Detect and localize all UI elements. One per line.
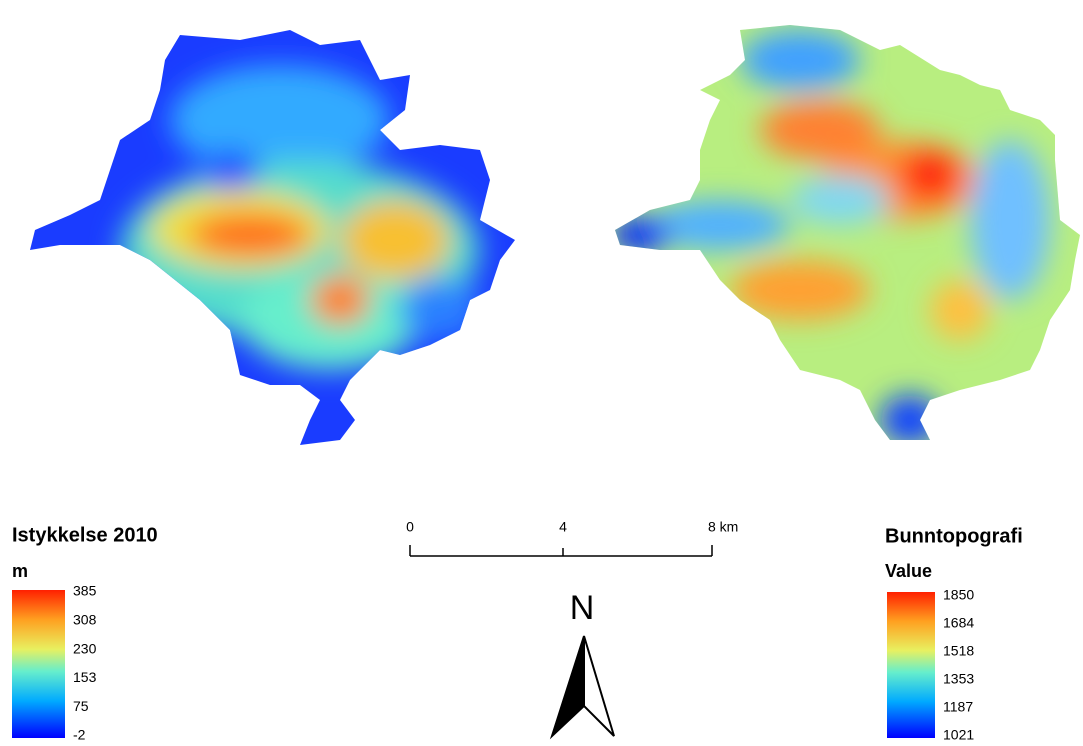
map-figure: Istykkelse 2010 m Bunntopografi Value 0 … <box>0 0 1083 746</box>
north-label: N <box>570 589 595 627</box>
ice-thickness-map <box>0 0 540 460</box>
page: Istykkelse 2010 m Bunntopografi Value 0 … <box>0 0 1083 746</box>
legend-label: 1518 <box>943 643 974 659</box>
legend-unit: Value <box>885 561 932 581</box>
scale-bar <box>410 545 712 556</box>
legend-label: 385 <box>73 583 97 599</box>
bed-topography-map <box>600 0 1083 460</box>
scale-label: 0 <box>406 519 414 535</box>
color-ramp <box>887 592 935 738</box>
scale-label: 4 <box>559 519 567 535</box>
legend-label: 1353 <box>943 671 974 687</box>
legend-label: 153 <box>73 669 97 685</box>
legend-label: 75 <box>73 698 89 714</box>
color-ramp <box>12 590 65 738</box>
legend-unit: m <box>12 561 28 581</box>
legend-label: 308 <box>73 612 97 628</box>
legend-label: 1684 <box>943 615 974 631</box>
legend-title: Istykkelse 2010 <box>12 524 158 546</box>
legend-label: 1850 <box>943 587 974 603</box>
legend-label: 1187 <box>943 699 973 715</box>
scale-label: 8 km <box>708 519 738 535</box>
legend-label: -2 <box>73 727 86 743</box>
legend-label: 1021 <box>943 727 974 743</box>
legend-title: Bunntopografi <box>885 525 1023 547</box>
legend-label: 230 <box>73 640 97 656</box>
north-arrow <box>552 636 614 736</box>
